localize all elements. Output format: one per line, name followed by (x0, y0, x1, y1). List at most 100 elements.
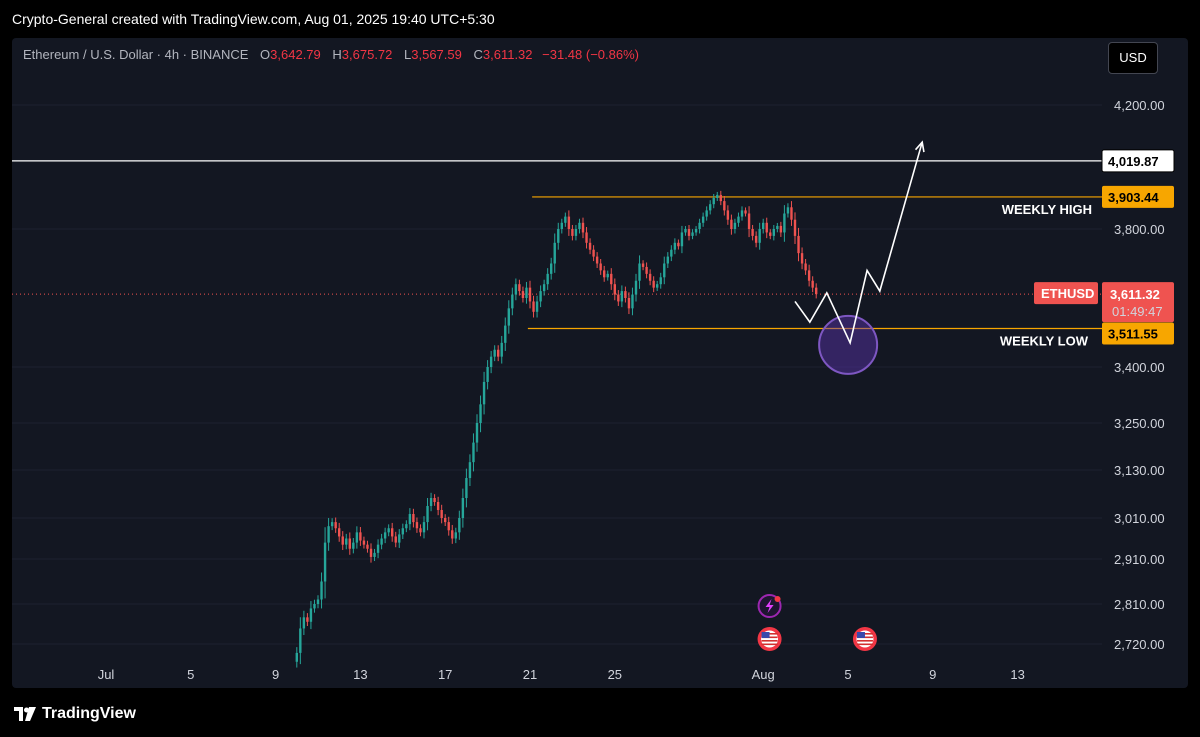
candle (638, 255, 641, 289)
resistance-price-tag: 4,019.87 (1101, 149, 1175, 173)
candle-body (511, 294, 514, 309)
weekly-low-price-tag-box (1102, 322, 1174, 345)
candle (472, 433, 475, 472)
price-chart[interactable]: WEEKLY HIGH WEEKLY LOW 4,200.00 3,800.00 3,4… (12, 38, 1188, 688)
candle (528, 280, 532, 309)
price-levels (12, 160, 1112, 330)
candle (436, 496, 440, 516)
candle-body (709, 204, 712, 211)
weekly-low-label: WEEKLY LOW (1000, 334, 1089, 349)
x-tick-label: 5 (187, 667, 194, 682)
candle (507, 300, 510, 334)
bolt-icon-glyph (765, 599, 774, 613)
chart-panel[interactable]: WEEKLY HIGH WEEKLY LOW 4,200.00 3,800.00 3,4… (12, 38, 1188, 688)
candle-body (804, 263, 807, 271)
candle (762, 218, 765, 234)
candle (302, 610, 306, 635)
candle (306, 613, 309, 626)
candle-body (486, 367, 489, 382)
currency-button[interactable]: USD (1108, 42, 1158, 74)
candle-body (419, 528, 422, 533)
candle-body (482, 381, 486, 405)
candle (433, 494, 436, 506)
candle (497, 345, 500, 362)
candle (592, 245, 595, 262)
candle-body (440, 510, 443, 518)
candle (726, 205, 730, 225)
candle-body (652, 280, 655, 288)
candle-body (387, 528, 390, 533)
candle (599, 259, 602, 275)
candle (518, 279, 521, 296)
candle (790, 201, 793, 226)
candle (320, 572, 323, 609)
candle (815, 283, 818, 299)
candle (341, 531, 344, 550)
candle (359, 527, 362, 546)
candle (712, 193, 715, 209)
bolt-icon-dot (774, 596, 781, 602)
candle-body (610, 273, 613, 285)
candle (525, 281, 528, 304)
candle-body (504, 325, 507, 343)
tradingview-logo-icon (14, 707, 36, 721)
candle (479, 395, 482, 433)
bolt-event-icon (757, 594, 782, 618)
candle (807, 264, 811, 287)
candle-body (323, 542, 327, 582)
candle (733, 218, 737, 234)
candle-body (747, 213, 751, 229)
candle (645, 262, 648, 279)
candle (309, 601, 313, 630)
candle-body (468, 462, 472, 478)
x-tick-label: 13 (353, 667, 367, 682)
candle (730, 214, 733, 235)
candle-body (595, 256, 599, 264)
candle-body (571, 229, 574, 236)
candle (401, 523, 404, 540)
candle (574, 224, 578, 241)
candle-body (426, 506, 429, 523)
candle-body (369, 548, 373, 557)
candle (394, 531, 397, 548)
candle (334, 517, 337, 533)
candle-body (599, 263, 602, 271)
candle-body (362, 540, 366, 545)
candle (740, 206, 744, 221)
candle-body (815, 287, 818, 295)
candle (486, 360, 489, 390)
candle-body (436, 502, 440, 510)
candle (793, 212, 797, 245)
candle (535, 295, 539, 318)
candle (376, 539, 380, 559)
x-tick-label: 17 (438, 667, 452, 682)
last-price-tag: 3,611.32 01:49:47 (1102, 282, 1174, 323)
candle-body (716, 194, 719, 198)
candle-body (341, 536, 344, 545)
candle (550, 257, 553, 280)
tradingview-brand[interactable]: TradingView (14, 705, 136, 723)
y-tick-label: 3,010.00 (1114, 511, 1165, 526)
highlight-circle (818, 314, 879, 375)
candle-body (500, 342, 503, 357)
candle-body (320, 581, 323, 600)
flag-stripe (856, 640, 873, 642)
candle-body (391, 528, 394, 537)
candle-body (684, 229, 687, 233)
candle (620, 285, 624, 308)
candle-body (415, 522, 419, 529)
resistance-price-tag-text: 4,019.87 (1108, 154, 1159, 169)
candle-body (497, 349, 500, 357)
candle-body (656, 284, 659, 288)
candle (366, 540, 369, 553)
candle-body (585, 232, 588, 243)
y-tick-label: 2,720.00 (1114, 637, 1165, 652)
candle-body (458, 518, 461, 533)
candle (684, 226, 687, 236)
candle-body (751, 229, 754, 236)
candle-body (779, 225, 783, 233)
flag-stripe (761, 640, 778, 642)
ohlc-legend: Ethereum / U.S. Dollar · 4h · BINANCE O3… (23, 47, 639, 62)
grid (12, 104, 1102, 645)
candle-body (786, 207, 790, 214)
